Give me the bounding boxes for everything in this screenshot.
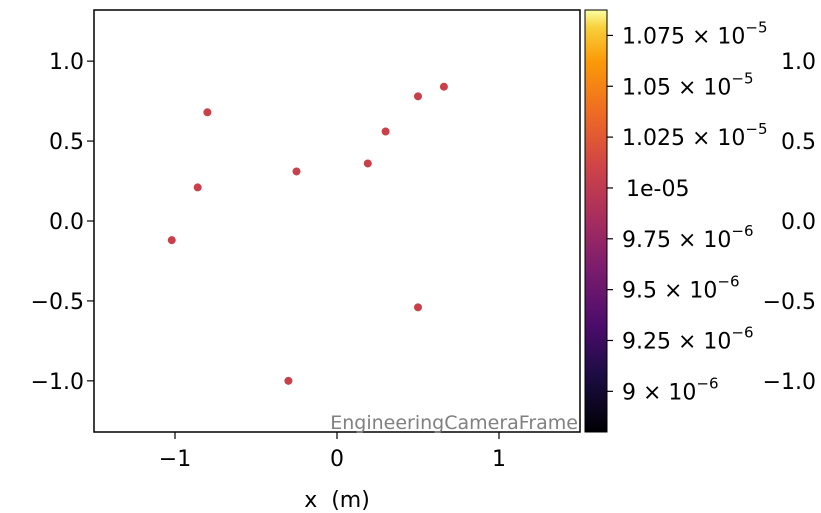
x-tick-label: 0 <box>330 447 344 472</box>
right-y-tick-label: 0.0 <box>781 210 816 235</box>
right-y-tick-label: −0.5 <box>763 290 816 315</box>
scatter-point <box>381 127 390 136</box>
colorbar-tick-label: 1e-05 <box>626 177 689 202</box>
right-y-tick-label: 1.0 <box>781 50 816 75</box>
right-y-tick-label: 0.5 <box>781 130 816 155</box>
scatter-point <box>203 108 212 117</box>
x-tick-label: −1 <box>159 447 191 472</box>
right-y-tick-label: −1.0 <box>763 370 816 395</box>
y-tick-label: 0.5 <box>49 130 84 155</box>
frame-annotation: EngineeringCameraFrame <box>330 412 578 434</box>
scatter-point <box>414 92 422 101</box>
y-tick-label: −1.0 <box>31 370 84 395</box>
colorbar <box>584 9 608 433</box>
colorbar-tick-label: 9.75 × 10−6 <box>622 222 754 253</box>
colorbar-tick-label: 1.025 × 10−5 <box>622 120 768 151</box>
x-axis: −1 0 1 <box>159 432 506 472</box>
colorbar-ticks: 1.075 × 10−5 1.05 × 10−5 1.025 × 10−5 1e-05… <box>607 18 768 405</box>
plot-area <box>93 9 581 433</box>
y-tick-label: 0.0 <box>49 210 84 235</box>
right-y-axis: 1.0 0.5 0.0 −0.5 −1.0 <box>763 50 816 395</box>
scatter-point <box>414 303 422 312</box>
scatter-point <box>363 159 372 168</box>
colorbar-tick-label: 9.5 × 10−6 <box>622 273 740 304</box>
scatter-point <box>167 236 176 245</box>
colorbar-tick-label: 9.25 × 10−6 <box>622 323 754 354</box>
y-tick-label: −0.5 <box>31 290 84 315</box>
colorbar-tick-label: 9 × 10−6 <box>622 374 719 405</box>
scatter-point <box>284 376 293 385</box>
x-axis-label: x (m) <box>304 488 370 513</box>
y-tick-label: 1.0 <box>49 50 84 75</box>
points-layer <box>167 82 448 385</box>
y-axis: 1.0 0.5 0.0 −0.5 −1.0 <box>31 50 94 395</box>
scatter-point <box>439 82 448 91</box>
x-tick-label: 1 <box>492 447 506 472</box>
scatter-point <box>193 183 202 192</box>
scatter-point <box>292 167 301 176</box>
colorbar-tick-label: 1.075 × 10−5 <box>622 18 768 49</box>
colorbar-tick-label: 1.05 × 10−5 <box>622 69 754 100</box>
